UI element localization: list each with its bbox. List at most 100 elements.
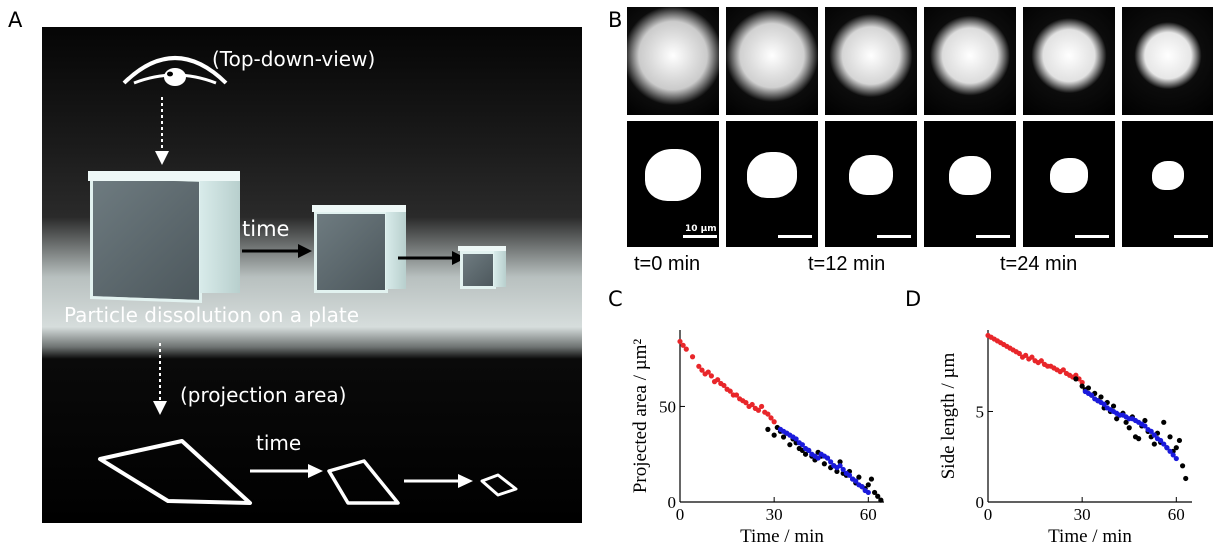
binary-mask-tile [825, 121, 917, 247]
data-point [683, 346, 689, 352]
data-point [749, 401, 755, 408]
data-point [680, 342, 686, 348]
data-point [1079, 383, 1085, 389]
data-point [696, 363, 702, 369]
chart-d: 0 30 60 0 5 Time / min Side length / µm [938, 330, 1192, 547]
data-point [878, 497, 884, 503]
data-point [821, 461, 827, 467]
panel-label-b: B [608, 8, 623, 32]
eye-icon [122, 56, 228, 86]
scale-bar-label: 10 µm [685, 224, 717, 234]
small-cube [460, 251, 496, 289]
data-point [727, 388, 733, 394]
projection-arrow-icon [153, 343, 167, 415]
data-point [1038, 358, 1044, 364]
x-axis-label: Time / min [740, 526, 824, 547]
data-point [759, 403, 765, 410]
scale-bar [778, 235, 812, 238]
x-tick-label: 0 [676, 505, 685, 524]
time-arrow-2-icon [398, 251, 466, 265]
x-tick-label: 30 [1074, 505, 1091, 524]
y-axis-label: Side length / µm [938, 353, 959, 480]
data-point [1123, 419, 1129, 425]
data-point [1161, 419, 1167, 425]
data-point [765, 426, 771, 432]
time-label-lower: time [256, 431, 302, 455]
data-point [768, 415, 774, 421]
projection-outline-medium [327, 459, 400, 505]
data-point [1158, 437, 1164, 444]
data-point [1073, 376, 1079, 382]
large-cube [90, 175, 202, 303]
medium-cube-top [312, 205, 406, 212]
data-point [721, 382, 727, 389]
chart-c: 0 30 60 0 50 Time / min Projected area / µm² [630, 330, 884, 547]
data-point [793, 436, 799, 442]
data-point [1126, 425, 1132, 431]
binary-mask-tile [1023, 121, 1115, 247]
scale-bar [683, 235, 717, 238]
data-point [815, 455, 821, 461]
data-point [715, 377, 721, 383]
x-tick-label: 60 [860, 505, 877, 524]
data-point [755, 407, 762, 413]
projection-outlines [98, 439, 518, 505]
data-point [853, 478, 859, 484]
scale-bar [877, 235, 911, 238]
data-point [1148, 428, 1154, 434]
data-point [1173, 455, 1179, 462]
data-point [708, 373, 714, 379]
data-point [806, 447, 812, 453]
dotted-arrow-down-icon [155, 97, 169, 165]
large-cube-top [88, 171, 240, 181]
data-point [1151, 432, 1157, 438]
data-point [1176, 437, 1183, 444]
fluorescence-tile [1023, 7, 1115, 115]
particle-mask [747, 152, 797, 198]
particle-mask [949, 156, 991, 195]
data-point [828, 459, 834, 465]
binary-mask-tile: 10 µm [627, 121, 719, 247]
x-tick-label: 30 [766, 505, 783, 524]
data-point [1170, 452, 1176, 458]
particle-mask [1050, 158, 1088, 193]
data-point [799, 442, 805, 448]
data-point [689, 354, 696, 360]
top-down-view-label: (Top-down-view) [212, 47, 376, 71]
data-point [787, 442, 793, 448]
data-point [1183, 475, 1189, 482]
y-tick-label: 0 [976, 493, 985, 512]
data-point [733, 392, 740, 398]
data-point [1110, 403, 1117, 409]
medium-cube-side [386, 209, 406, 289]
binary-mask-tile [726, 121, 818, 247]
binary-mask-tile [1122, 121, 1213, 247]
large-cube-side [200, 173, 240, 293]
time-label-12: t=12 min [808, 253, 886, 275]
data-point [1167, 434, 1173, 440]
data-point [743, 400, 749, 406]
data-point [677, 338, 683, 345]
data-point [705, 369, 711, 375]
time-arrow-1-icon [242, 244, 312, 258]
data-point [1164, 445, 1170, 451]
y-axis-label: Projected area / µm² [630, 339, 651, 494]
data-point [1088, 392, 1095, 398]
x-axis-label: Time / min [1048, 526, 1132, 547]
panel-label-d: D [905, 287, 922, 311]
data-point [846, 472, 853, 478]
data-point [1114, 416, 1120, 422]
data-point [1098, 394, 1104, 400]
x-tick-label: 0 [984, 505, 993, 524]
data-point [1173, 445, 1179, 451]
scale-bar [1174, 235, 1208, 238]
data-point [699, 367, 705, 373]
small-cube-top [458, 246, 506, 251]
data-point [859, 484, 865, 490]
projection-outline-large [98, 439, 252, 505]
data-point [865, 482, 871, 488]
scale-bar [1075, 235, 1109, 238]
data-point [1016, 350, 1022, 357]
panel-label-a: A [8, 8, 23, 32]
data-point [1179, 463, 1186, 469]
